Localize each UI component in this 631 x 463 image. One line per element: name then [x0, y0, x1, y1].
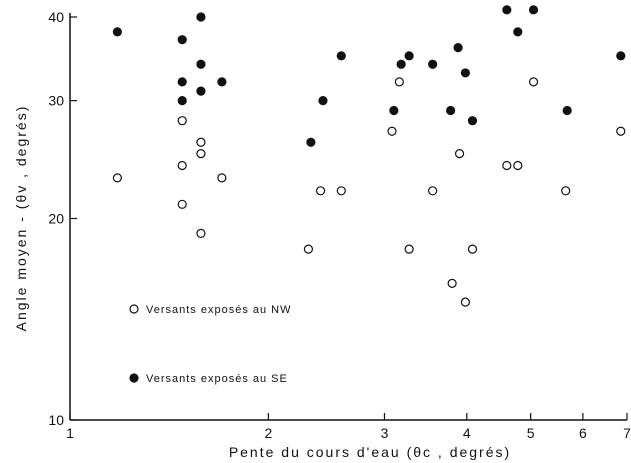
point-se [389, 105, 399, 116]
x-axis-label: Pente du cours d'eau (θc , degrés) [229, 444, 511, 460]
point-nw [177, 160, 187, 171]
point-nw [428, 186, 438, 196]
point-nw [528, 77, 539, 87]
point-nw [177, 116, 187, 126]
point-nw [196, 228, 206, 239]
point-nw [454, 149, 465, 159]
axes [69, 13, 627, 421]
x-tick-label: 1 [66, 425, 74, 441]
x-tick-label: 3 [381, 425, 389, 441]
y-tick-label: 10 [48, 412, 64, 428]
point-se [467, 116, 478, 126]
point-se [404, 51, 414, 61]
point-se [396, 59, 406, 69]
point-nw [561, 186, 571, 196]
legend-label-se: Versants exposés au SE [146, 373, 288, 385]
point-se [513, 27, 523, 37]
point-se [177, 77, 187, 87]
tick-labels: 1 2 3 4 5 6 7 10 20 30 40 [48, 9, 631, 441]
x-tick-label: 2 [265, 425, 273, 441]
legend-marker-se [129, 373, 139, 383]
point-se [502, 5, 512, 15]
point-se [306, 137, 316, 147]
x-tick-label: 6 [579, 425, 587, 441]
point-se [177, 96, 187, 106]
legend: Versants exposés au NW Versants exposés a… [129, 304, 292, 385]
point-se [616, 51, 626, 61]
point-nw [394, 77, 404, 87]
point-se [528, 5, 539, 15]
point-se [196, 12, 206, 22]
point-nw [315, 186, 326, 196]
point-nw [502, 160, 512, 171]
ticks [69, 16, 628, 421]
y-tick-label: 40 [48, 9, 64, 25]
x-tick-label: 7 [623, 425, 631, 441]
point-nw [616, 126, 626, 136]
point-se [336, 51, 346, 61]
point-se [112, 27, 122, 37]
point-se [453, 43, 463, 53]
point-se [196, 86, 206, 96]
point-nw [196, 137, 206, 147]
point-se [446, 105, 456, 116]
y-tick-label: 30 [48, 93, 64, 109]
point-se [318, 96, 328, 106]
legend-marker-nw [129, 304, 139, 314]
legend-label-nw: Versants exposés au NW [146, 304, 292, 316]
point-se [217, 77, 227, 87]
x-tick-label: 4 [463, 425, 471, 441]
y-axis-label: Angle moyen - (θv , degrés) [13, 105, 29, 332]
point-nw [196, 149, 206, 159]
point-nw [387, 126, 397, 136]
point-se [428, 59, 438, 69]
point-nw [112, 173, 122, 183]
point-se [196, 59, 206, 69]
point-nw [404, 244, 414, 254]
point-nw [336, 186, 346, 196]
y-tick-label: 20 [48, 211, 64, 227]
point-nw [177, 199, 187, 209]
point-se [460, 68, 470, 78]
point-nw [447, 278, 457, 288]
point-nw [217, 173, 227, 183]
point-nw [460, 297, 470, 307]
point-nw [513, 160, 523, 171]
x-tick-label: 5 [527, 425, 535, 441]
point-se [562, 105, 572, 116]
point-se [177, 35, 187, 45]
point-nw [303, 244, 314, 254]
data-points [112, 5, 626, 307]
point-nw [467, 244, 478, 254]
